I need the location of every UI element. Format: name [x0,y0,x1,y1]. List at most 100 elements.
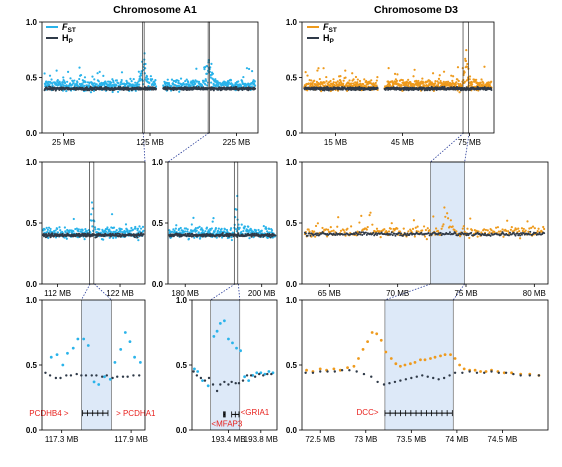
fst-point [240,230,243,234]
fst-point [119,230,123,234]
fst-point [471,83,474,86]
hp-point [362,372,366,376]
fst-point [316,69,319,72]
fst-point [409,362,412,366]
hp-point [528,374,531,377]
fst-point [307,82,310,85]
fst-point [103,375,106,379]
fst-point [78,77,81,81]
hp-point [490,370,493,373]
fst-point [121,82,124,85]
hp-point [543,232,546,235]
region-marker [89,161,95,285]
fst-point [437,77,441,80]
fst-point [342,82,345,85]
hp-point [508,231,511,234]
hp-point [257,372,261,376]
fst-point [186,228,189,231]
fst-point [229,79,233,82]
fst-point [235,208,238,211]
hp-point [341,86,344,89]
hp-point [534,231,537,234]
fst-point [82,337,86,341]
fst-point [194,227,198,230]
hp-point [215,389,219,393]
hp-point [405,234,408,237]
fst-point [96,72,99,75]
fst-point [75,227,78,230]
fst-point [352,364,356,368]
fst-point [457,82,460,85]
fst-point [468,75,472,78]
hp-point [358,231,361,234]
y-tick-label: 1.0 [152,158,164,167]
hp-point [398,231,401,234]
fst-point [178,90,181,93]
fst-point [45,226,48,230]
fst-point [205,72,209,75]
fst-point [115,229,118,232]
gene-label-gria1: <GRIA1 [241,408,270,417]
fst-point [332,367,336,371]
fst-point [365,79,368,83]
fst-point [187,237,191,240]
hp-point [80,374,83,377]
fst-point [458,363,462,367]
x-tick-label: 73 MB [354,435,377,444]
fst-point [177,79,180,83]
fst-point [465,49,468,52]
fst-point [204,83,207,86]
hp-point [364,231,367,234]
fst-point [439,79,442,83]
hp-point [235,86,238,89]
hp-point [249,374,253,377]
hp-point [308,232,311,235]
fst-point [77,228,80,231]
fst-point [346,366,349,369]
fst-point [486,229,489,232]
hp-point [253,375,257,378]
zoom-connector [430,132,464,163]
fst-point [248,237,251,240]
fst-point [446,80,450,83]
fst-point [137,239,140,242]
fst-point [195,67,198,70]
fst-point [394,362,398,366]
fst-point [142,229,145,232]
fst-point [386,80,390,83]
hp-point [512,231,515,234]
y-tick-label: 0.5 [26,219,38,228]
hp-point [483,371,486,374]
fst-point [362,83,365,86]
hp-point [121,375,125,378]
fst-point [201,229,204,232]
fst-point [254,84,257,87]
hp-point [183,88,186,91]
hp-point [105,374,109,377]
fst-point [119,348,123,351]
fst-point [479,81,482,84]
fst-point [206,384,210,388]
hp-point [126,375,129,378]
fst-point [483,65,486,68]
fst-point [89,91,93,94]
fst-point [399,364,402,368]
fst-point [66,351,69,355]
y-tick-label: 0.5 [286,74,298,83]
fst-point [51,84,54,87]
hp-point [234,382,237,385]
fst-point [373,83,376,86]
y-tick-label: 1.0 [176,296,188,305]
fst-point [310,79,313,82]
fst-point [522,227,525,231]
hp-point [514,234,517,237]
fst-point [108,377,112,381]
fst-point [461,227,464,230]
fst-point [245,67,249,70]
fst-point [98,70,101,73]
fst-point [401,78,404,82]
fst-point [423,85,426,88]
fst-point [488,231,491,234]
